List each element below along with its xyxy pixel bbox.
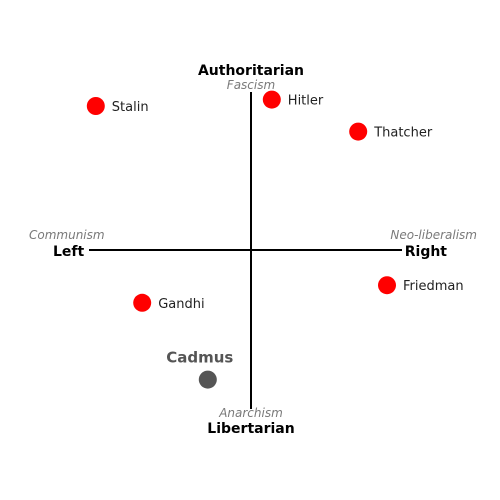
point-gandhi [133, 293, 152, 312]
axis-label-bottom: Libertarian [207, 421, 294, 437]
point-label-gandhi: Gandhi [158, 297, 204, 312]
ideology-label-left: Communism [29, 228, 105, 242]
axis-label-left: Left [53, 244, 85, 260]
ideology-label-bottom: Anarchism [218, 406, 283, 420]
axis-label-right: Right [405, 244, 448, 260]
ideology-label-top: Fascism [227, 78, 275, 92]
point-label-thatcher: Thatcher [373, 126, 433, 141]
point-cadmus [198, 370, 217, 389]
points-layer: Stalin Hitler Thatcher Friedman Gandhi Cadmus [86, 90, 464, 389]
point-label-friedman: Friedman [403, 279, 464, 294]
point-label-hitler: Hitler [288, 94, 324, 109]
point-stalin [86, 97, 105, 115]
point-label-stalin: Stalin [112, 100, 149, 115]
point-friedman [378, 276, 396, 295]
point-hitler [262, 90, 281, 109]
ideology-label-right: Neo-liberalism [390, 228, 477, 242]
point-label-cadmus: Cadmus [166, 349, 233, 367]
axis-label-top: Authoritarian [198, 63, 304, 79]
point-thatcher [349, 122, 368, 141]
